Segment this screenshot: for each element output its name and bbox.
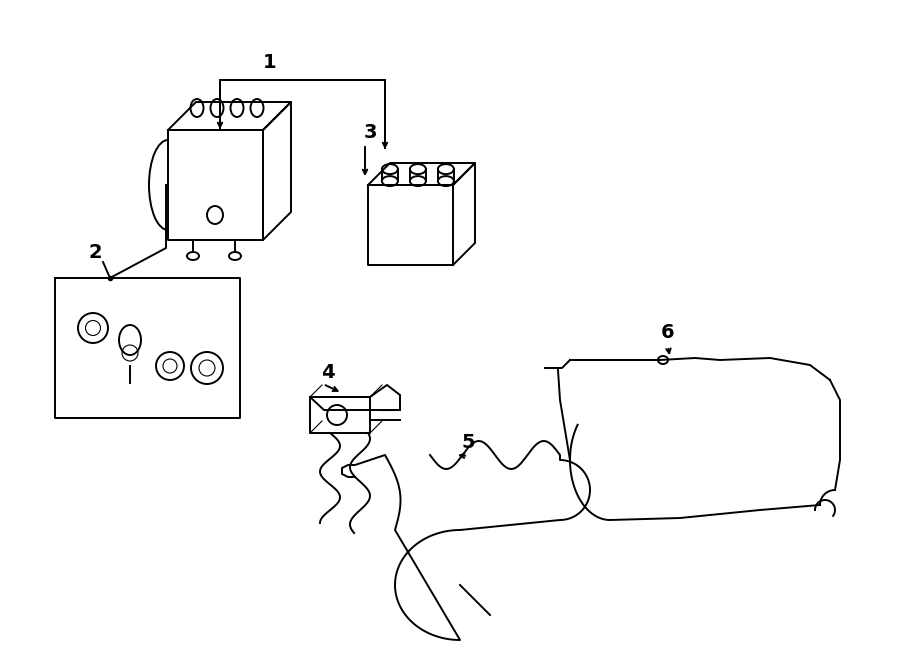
Text: 2: 2 bbox=[88, 243, 102, 262]
Text: 5: 5 bbox=[461, 432, 475, 451]
Text: 4: 4 bbox=[321, 362, 335, 381]
Ellipse shape bbox=[119, 325, 141, 355]
Ellipse shape bbox=[438, 164, 454, 174]
Ellipse shape bbox=[410, 164, 426, 174]
Ellipse shape bbox=[382, 164, 398, 174]
Polygon shape bbox=[310, 385, 400, 410]
Text: 6: 6 bbox=[662, 323, 675, 342]
Text: 1: 1 bbox=[263, 54, 277, 73]
Text: 3: 3 bbox=[364, 122, 377, 141]
